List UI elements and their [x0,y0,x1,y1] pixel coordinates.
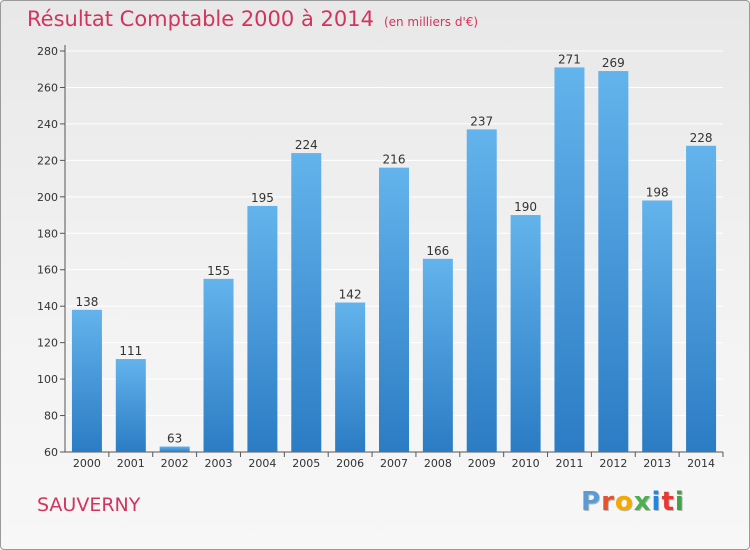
bar [71,309,102,452]
logo-letter: o [614,487,634,517]
y-tick-label: 280 [37,45,58,58]
logo-letter: x [633,487,652,517]
bar [203,278,234,452]
data-label: 195 [251,191,274,205]
x-tick-label: 2008 [424,457,452,470]
bars [71,67,717,453]
logo-letter: r [601,487,615,517]
bar [510,215,541,452]
data-labels: 138 111 63 155 195 224 142 216 166 237 190 271 269 19… [75,52,712,445]
y-tick-label: 60 [44,446,58,459]
y-tick-label: 100 [37,373,58,386]
chart-title: Résultat Comptable 2000 à 2014 (en millie… [27,7,478,31]
bar [247,205,278,452]
x-tick-label: 2009 [468,457,496,470]
x-tick-label: 2002 [161,457,189,470]
x-tick-label: 2000 [73,457,101,470]
x-tick-label: 2001 [117,457,145,470]
data-label: 269 [602,56,625,70]
bar [598,71,629,453]
bar [291,153,322,452]
data-label: 155 [207,264,230,278]
data-label: 237 [470,114,493,128]
logo-letter: i [674,487,685,517]
x-tick-label: 2012 [599,457,627,470]
title-text: Résultat Comptable 2000 à 2014 [27,7,374,31]
y-tick-label: 120 [37,337,58,350]
proxiti-logo[interactable]: Proxiti [581,487,691,523]
x-tick-labels: 2000 2001 2002 2003 2004 2005 2006 2007 2008 2009… [73,457,715,470]
x-tick-label: 2014 [687,457,715,470]
data-label: 138 [75,295,98,309]
bar [466,129,497,453]
x-tick-label: 2004 [248,457,276,470]
data-label: 216 [383,153,406,167]
bar [642,200,673,452]
data-label: 271 [558,52,581,66]
bar [115,359,146,452]
data-label: 190 [514,200,537,214]
bar [335,302,366,452]
data-label: 228 [690,131,713,145]
data-label: 63 [167,432,182,446]
x-tick-label: 2007 [380,457,408,470]
title-unit: (en milliers d'€) [383,15,479,29]
bar [159,446,190,452]
y-tick-label: 160 [37,264,58,277]
bar [379,167,409,452]
bar [422,258,453,452]
data-label: 142 [339,288,362,302]
logo-letter: t [661,487,675,517]
x-tick-label: 2003 [205,457,233,470]
city-name: SAUVERNY [37,494,141,516]
x-tick-label: 2013 [643,457,671,470]
logo-letter: P [581,487,602,517]
x-tick-label: 2011 [555,457,583,470]
logo-letter: i [651,487,662,517]
y-tick-label: 180 [37,227,58,240]
y-tick-label: 80 [44,410,58,423]
y-tick-label: 240 [37,118,58,131]
bar [554,67,585,453]
y-tick-labels: 60 80 100 120 140 160 180 200 220 240 260 280 [37,45,58,459]
bar [686,145,717,453]
y-tick-label: 200 [37,191,58,204]
data-label: 198 [646,185,669,199]
y-tick-label: 220 [37,154,58,167]
y-tick-label: 140 [37,300,58,313]
x-tick-label: 2005 [292,457,320,470]
x-tick-label: 2010 [512,457,540,470]
data-label: 111 [119,344,142,358]
data-label: 224 [295,138,318,152]
data-label: 166 [426,244,449,258]
y-tick-label: 260 [37,81,58,94]
x-tick-label: 2006 [336,457,364,470]
